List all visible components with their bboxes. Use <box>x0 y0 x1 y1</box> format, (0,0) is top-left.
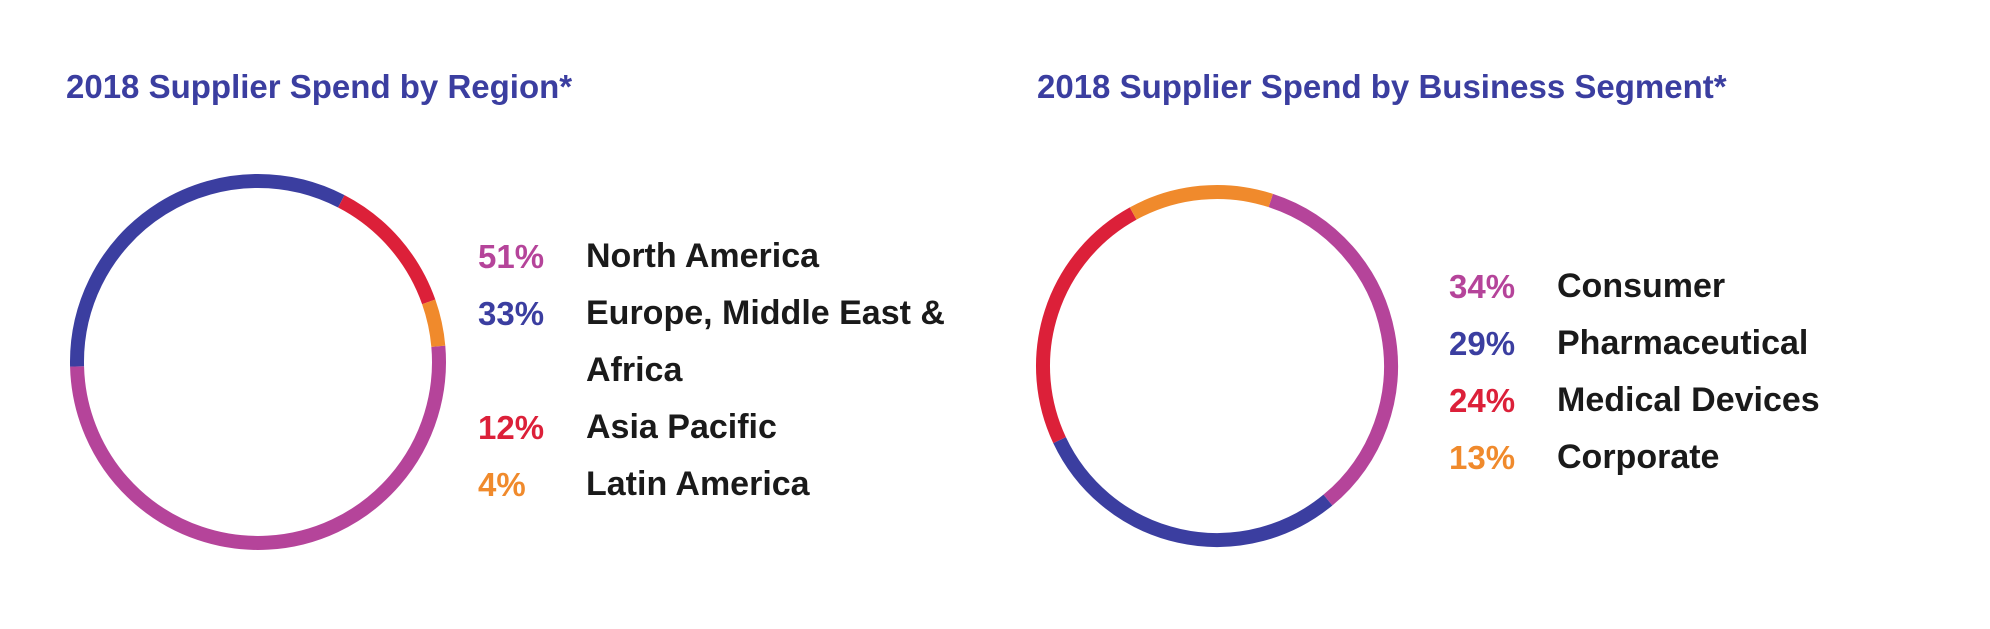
legend-percent: 4% <box>478 466 526 503</box>
chart-legend: 51% North America 33% Europe, Middle East &… <box>478 228 966 513</box>
legend-item: 34% Consumer <box>1449 258 1937 315</box>
legend-item: 12% Asia Pacific <box>478 399 966 456</box>
legend-item: 29% Pharmaceutical <box>1449 315 1937 372</box>
legend-label: Latin America <box>586 465 810 503</box>
segment-chart-panel: 2018 Supplier Spend by Business Segment*… <box>1000 0 1990 629</box>
donut-slice-4 <box>1129 185 1273 220</box>
legend-percent: 12% <box>478 409 545 446</box>
chart-title: 2018 Supplier Spend by Region* <box>66 68 573 105</box>
donut-slice-1 <box>1268 193 1398 506</box>
legend-percent: 13% <box>1449 439 1516 476</box>
legend-label: Consumer <box>1557 267 1726 305</box>
chart-title: 2018 Supplier Spend by Business Segment* <box>1037 68 1727 105</box>
legend-label: Corporate <box>1557 438 1720 476</box>
donut-slice-2 <box>1053 437 1333 547</box>
legend-item: 4% Latin America <box>478 456 966 513</box>
legend-percent: 24% <box>1449 382 1516 419</box>
legend-item: 13% Corporate <box>1449 429 1937 486</box>
chart-legend: 34% Consumer 29% Pharmaceutical 24% Medical D… <box>1449 258 1937 486</box>
legend-percent: 33% <box>478 295 545 332</box>
legend-item: 24% Medical Devices <box>1449 372 1937 429</box>
legend-label: Europe, Middle East & Africa <box>586 294 945 389</box>
donut-chart <box>70 174 446 550</box>
legend-item: 51% North America <box>478 228 966 285</box>
legend-percent: 29% <box>1449 325 1516 362</box>
legend-percent: 34% <box>1449 268 1516 305</box>
region-chart-panel: 2018 Supplier Spend by Region* 51% North … <box>66 68 966 550</box>
donut-slice-3 <box>1035 207 1137 444</box>
legend-label: Medical Devices <box>1557 381 1820 419</box>
legend-label: North America <box>586 237 820 275</box>
legend-item: 33% Europe, Middle East & Africa <box>478 285 966 399</box>
donut-slice-1 <box>70 345 446 550</box>
donut-chart <box>1035 185 1398 547</box>
donut-slice-3 <box>338 195 436 305</box>
legend-label: Pharmaceutical <box>1557 324 1809 362</box>
donut-slice-2 <box>70 174 345 367</box>
legend-percent: 51% <box>478 238 545 275</box>
donut-slice-4 <box>422 299 446 347</box>
legend-label: Asia Pacific <box>586 408 777 446</box>
